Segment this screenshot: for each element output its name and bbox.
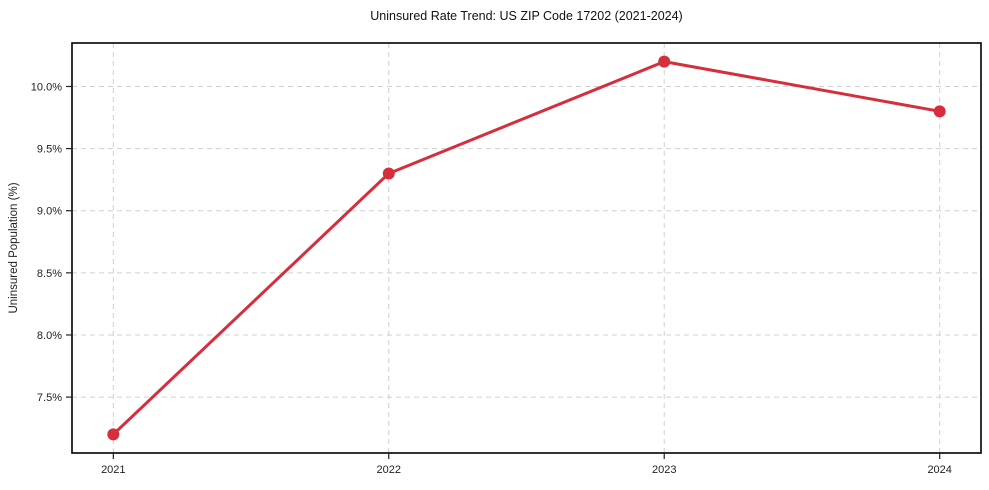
data-point: [382, 167, 395, 180]
y-tick-label: 9.5%: [37, 144, 62, 156]
y-tick-label: 9.0%: [37, 206, 62, 218]
chart-title: Uninsured Rate Trend: US ZIP Code 17202 …: [370, 9, 683, 23]
y-tick-label: 8.0%: [37, 330, 62, 342]
data-point: [933, 105, 946, 118]
x-tick-label: 2023: [652, 464, 676, 476]
x-tick-label: 2022: [377, 464, 401, 476]
data-point: [107, 428, 120, 441]
y-tick-label: 8.5%: [37, 268, 62, 280]
y-tick-label: 10.0%: [31, 81, 62, 93]
data-point: [658, 55, 671, 68]
x-tick-label: 2021: [101, 464, 125, 476]
x-tick-label: 2024: [927, 464, 951, 476]
y-tick-label: 7.5%: [37, 392, 62, 404]
trend-line: [111, 60, 942, 436]
plot-border: [71, 42, 982, 454]
